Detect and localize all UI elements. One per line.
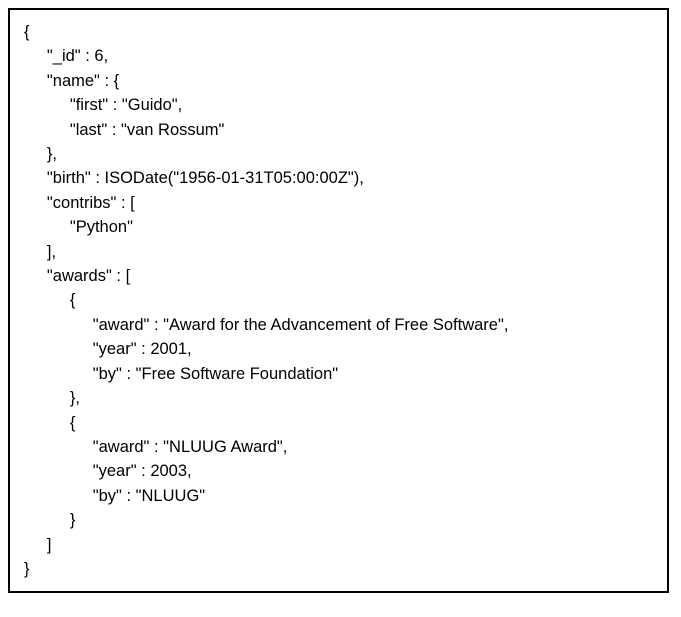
code-block: { "_id" : 6, "name" : { "first" : "Guido…: [8, 8, 669, 593]
